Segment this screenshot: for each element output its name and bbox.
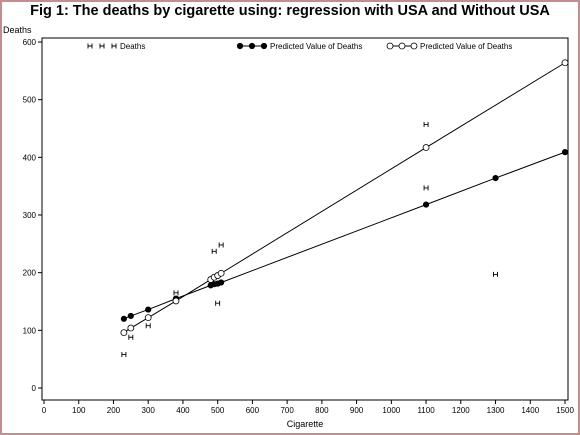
x-tick-label: 300 bbox=[142, 406, 156, 415]
legend-label: Predicted Value of Deaths bbox=[420, 42, 512, 51]
y-axis-label: Deaths bbox=[3, 25, 32, 35]
predicted-point-open bbox=[144, 314, 152, 322]
y-tick-label: 0 bbox=[32, 384, 37, 393]
predicted-point-open bbox=[561, 59, 569, 67]
x-axis-ticks: 0 100 200 300 400 500 600 700 800 900 1000 1100 1200… bbox=[42, 400, 574, 415]
deaths-point bbox=[145, 323, 151, 329]
x-tick-label: 900 bbox=[350, 406, 364, 415]
x-tick-label: 200 bbox=[107, 406, 121, 415]
predicted-point-filled bbox=[422, 201, 430, 208]
regression-lines bbox=[123, 62, 566, 334]
y-tick-label: 600 bbox=[23, 38, 37, 47]
deaths-point bbox=[211, 248, 217, 254]
legend: Deaths Predicted Value of Deaths Predicted… bbox=[87, 42, 512, 51]
x-tick-label: 700 bbox=[280, 406, 294, 415]
deaths-point bbox=[128, 334, 134, 340]
predicted-point-open bbox=[217, 269, 225, 277]
plot-area bbox=[41, 37, 569, 401]
predicted-point-filled bbox=[218, 279, 225, 286]
y-axis-ticks: 0 100 200 300 400 500 600 bbox=[23, 38, 42, 393]
predicted-point-open bbox=[398, 42, 406, 50]
deaths-point bbox=[218, 242, 224, 248]
predicted-point-filled bbox=[561, 149, 569, 156]
predicted-point-filled bbox=[248, 42, 256, 50]
predicted-point-filled bbox=[236, 42, 244, 50]
deaths-point bbox=[121, 352, 127, 358]
x-tick-label: 500 bbox=[211, 406, 225, 415]
x-tick-label: 1200 bbox=[452, 406, 470, 415]
y-tick-label: 100 bbox=[23, 326, 37, 335]
predicted-point-filled bbox=[120, 315, 127, 322]
x-tick-label: 1300 bbox=[487, 406, 505, 415]
predicted-point-open bbox=[172, 297, 180, 305]
deaths-point bbox=[215, 300, 221, 306]
x-tick-label: 1000 bbox=[382, 406, 400, 415]
x-tick-label: 0 bbox=[42, 406, 47, 415]
deaths-point bbox=[493, 271, 498, 277]
chart-title: Fig 1: The deaths by cigarette using: re… bbox=[30, 3, 550, 19]
regression-line bbox=[123, 151, 566, 320]
y-tick-label: 300 bbox=[23, 211, 37, 220]
predicted-point-open bbox=[410, 42, 418, 50]
x-tick-label: 100 bbox=[72, 406, 86, 415]
x-tick-label: 600 bbox=[246, 406, 260, 415]
x-tick-label: 400 bbox=[176, 406, 190, 415]
x-axis-label: Cigarette bbox=[287, 419, 324, 429]
deaths-point bbox=[423, 185, 429, 191]
x-tick-label: 800 bbox=[315, 406, 329, 415]
x-tick-label: 1100 bbox=[417, 406, 435, 415]
predicted-point-filled bbox=[492, 174, 499, 182]
data-marks bbox=[120, 59, 569, 358]
y-tick-label: 200 bbox=[23, 269, 37, 278]
regression-line bbox=[123, 62, 566, 334]
predicted-point-open bbox=[120, 329, 128, 337]
predicted-point-open bbox=[386, 42, 394, 50]
predicted-point-open bbox=[422, 144, 430, 151]
legend-label: Predicted Value of Deaths bbox=[270, 42, 362, 51]
y-tick-label: 500 bbox=[23, 96, 37, 105]
x-tick-label: 1500 bbox=[556, 406, 574, 415]
legend-label: Deaths bbox=[120, 42, 145, 51]
predicted-point-filled bbox=[127, 312, 134, 320]
y-tick-label: 400 bbox=[23, 153, 37, 162]
deaths-point bbox=[87, 43, 93, 49]
deaths-point bbox=[423, 121, 429, 127]
deaths-point bbox=[173, 290, 179, 296]
predicted-point-filled bbox=[260, 42, 268, 50]
x-tick-label: 1400 bbox=[521, 406, 539, 415]
predicted-point-open bbox=[127, 324, 135, 332]
deaths-point bbox=[99, 43, 105, 49]
deaths-point bbox=[111, 43, 117, 49]
predicted-point-filled bbox=[145, 306, 152, 313]
